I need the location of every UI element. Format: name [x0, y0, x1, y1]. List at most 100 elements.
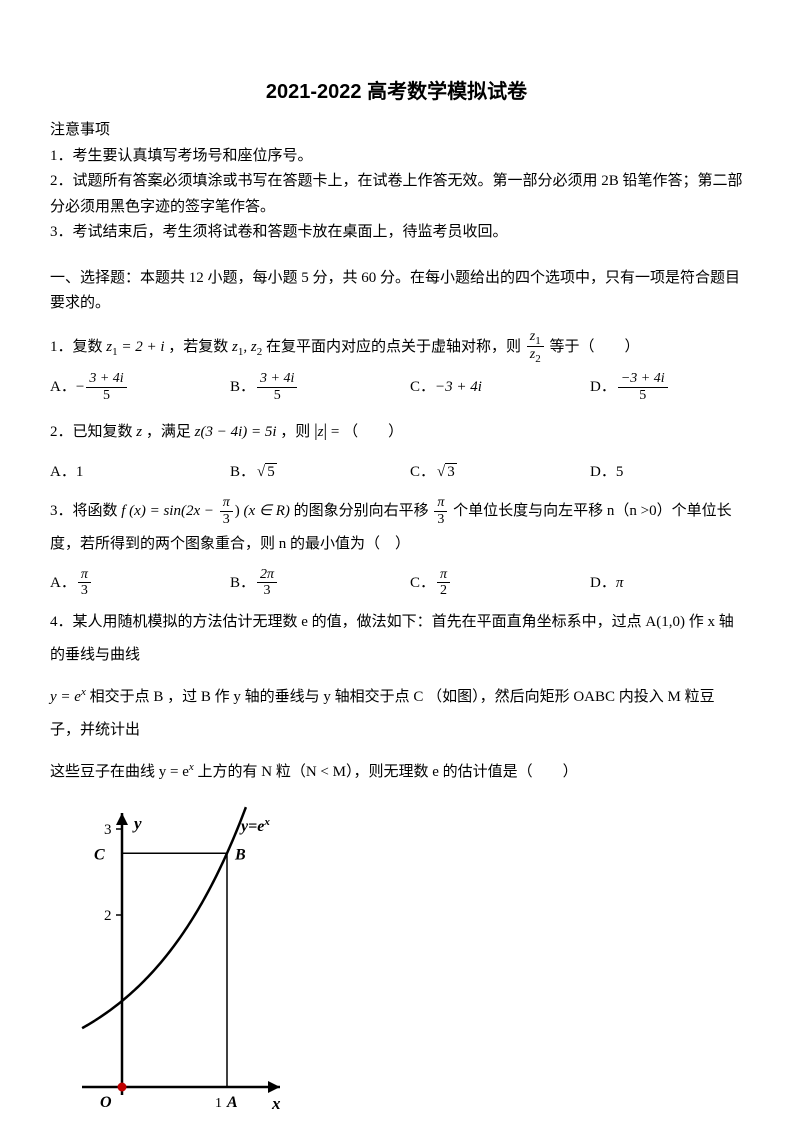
q4-t3a: 这些豆子在曲线 y = e: [50, 764, 189, 780]
q1-frac: z1z2: [527, 329, 544, 366]
q1-z1z2-s2: 2: [257, 345, 263, 357]
q2-b-label: B．: [230, 457, 255, 487]
q1-opt-b: B． 3 + 4i5: [230, 371, 410, 403]
q3-opt-b: B． 2π3: [230, 567, 410, 599]
q3-b-den: 3: [257, 583, 277, 598]
q3-fx-den: 3: [220, 512, 233, 527]
q1-b-num: 3 + 4i: [257, 371, 297, 387]
q2-d-val: 5: [616, 457, 624, 487]
q4-graph: 23O1ABCyxy=ex: [50, 803, 743, 1133]
q4-text1: 4．某人用随机模拟的方法估计无理数 e 的值，做法如下：首先在平面直角坐标系中，…: [50, 614, 734, 663]
q1-d-label: D．: [590, 372, 616, 402]
q4-t3as: x: [189, 761, 194, 773]
q2-b-sqrt: 5: [255, 457, 277, 487]
q3-a-den: 3: [78, 583, 91, 598]
q3-fx-frac: π3: [220, 495, 233, 527]
notice-2: 2．试题所有答案必须填涂或书写在答题卡上，在试卷上作答无效。第一部分必须用 2B…: [50, 169, 743, 220]
section-1-header: 一、选择题：本题共 12 小题，每小题 5 分，共 60 分。在每小题给出的四个…: [50, 266, 743, 317]
q3-c-label: C．: [410, 568, 435, 598]
q3-opt-a: A． π3: [50, 567, 230, 599]
q3-a-frac: π3: [78, 567, 91, 599]
notice-3: 3．考试结束后，考生须将试卷和答题卡放在桌面上，待监考员收回。: [50, 220, 743, 246]
page-title: 2021-2022 高考数学模拟试卷: [50, 75, 743, 104]
svg-text:B: B: [234, 847, 246, 864]
q1-options: A． − 3 + 4i5 B． 3 + 4i5 C． −3 + 4i D． −3…: [50, 371, 743, 403]
q1-d-frac: −3 + 4i5: [618, 371, 668, 403]
q1-opt-d: D． −3 + 4i5: [590, 371, 743, 403]
q4-t2b: 相交于点 B ，过 B 作 y 轴的垂线与 y 轴相交于点 C （如图），然后向…: [50, 689, 715, 738]
q3-fx-num: π: [220, 495, 233, 511]
q2-mid: ，满足: [146, 424, 195, 440]
q2-opt-c: C． 3: [410, 457, 590, 487]
q2-eq: z(3 − 4i) = 5i: [195, 424, 277, 440]
q2-c-sqrt: 3: [435, 457, 457, 487]
q1-d-den: 5: [618, 388, 668, 403]
notice-1: 1．考生要认真填写考场号和座位序号。: [50, 144, 743, 170]
svg-text:x: x: [271, 1094, 281, 1113]
q2-end: = （ ）: [331, 424, 403, 440]
svg-text:A: A: [226, 1094, 238, 1111]
notice-label: 注意事项: [50, 118, 743, 144]
q1-z1-val: = 2 + i: [121, 338, 164, 354]
q3-shift-frac: π3: [434, 495, 447, 527]
question-3: 3．将函数 f (x) = sin(2x − π3) (x ∈ R) 的图象分别…: [50, 495, 743, 561]
q3-shift-den: 3: [434, 512, 447, 527]
q2-options: A． 1 B． 5 C． 3 D． 5: [50, 457, 743, 487]
q3-c-frac: π2: [437, 567, 450, 599]
q1-mid2: 在复平面内对应的点关于虚轴对称，则: [266, 338, 525, 354]
q1-d-num: −3 + 4i: [618, 371, 668, 387]
q2-mid2: ，则: [280, 424, 314, 440]
q1-a-minus: −: [76, 372, 84, 402]
question-2: 2．已知复数 z ，满足 z(3 − 4i) = 5i ，则 |z| = （ ）: [50, 411, 743, 451]
q4-t2a: y = e: [50, 689, 81, 705]
q2-opt-a: A． 1: [50, 457, 230, 487]
q2-opt-d: D． 5: [590, 457, 743, 487]
q1-b-frac: 3 + 4i5: [257, 371, 297, 403]
q3-fx: f (x) = sin(2x −: [121, 503, 217, 519]
q2-a-label: A．: [50, 457, 76, 487]
q2-opt-b: B． 5: [230, 457, 410, 487]
q3-opt-c: C． π2: [410, 567, 590, 599]
q2-z: z: [136, 424, 142, 440]
q3-fx-close: ): [235, 503, 240, 519]
q3-c-den: 2: [437, 583, 450, 598]
q1-z1-sub: 1: [112, 345, 118, 357]
svg-text:y: y: [132, 814, 142, 833]
q3-b-num: 2π: [257, 567, 277, 583]
q3-prefix: 3．将函数: [50, 503, 121, 519]
q3-c-num: π: [437, 567, 450, 583]
q3-b-label: B．: [230, 568, 255, 598]
q3-domain: (x ∈ R): [244, 503, 290, 519]
q1-c-val: −3 + 4i: [435, 372, 482, 402]
q2-c-val: 3: [445, 463, 457, 480]
q2-abs-c: |: [324, 420, 328, 440]
q1-a-den: 5: [86, 388, 126, 403]
q1-b-label: B．: [230, 372, 255, 402]
q1-mid: ，若复数: [168, 338, 232, 354]
q3-shift-num: π: [434, 495, 447, 511]
q1-frac-num-s: 1: [535, 334, 541, 346]
q1-a-label: A．: [50, 372, 76, 402]
q3-a-num: π: [78, 567, 91, 583]
q2-c-label: C．: [410, 457, 435, 487]
q1-opt-a: A． − 3 + 4i5: [50, 371, 230, 403]
question-4-line1: 4．某人用随机模拟的方法估计无理数 e 的值，做法如下：首先在平面直角坐标系中，…: [50, 606, 743, 672]
q3-mid1: 的图象分别向右平移: [294, 503, 433, 519]
q4-t3b: 上方的有 N 粒（N < M），则无理数 e 的估计值是（ ）: [198, 764, 578, 780]
svg-text:C: C: [94, 847, 105, 864]
q1-opt-c: C． −3 + 4i: [410, 372, 590, 402]
q3-opt-d: D． π: [590, 568, 743, 598]
q4-t2as: x: [81, 686, 86, 698]
svg-text:O: O: [100, 1094, 112, 1111]
q2-d-label: D．: [590, 457, 616, 487]
q1-z1z2-c: , z: [243, 338, 256, 354]
graph-svg: 23O1ABCyxy=ex: [50, 803, 290, 1133]
question-1: 1．复数 z1 = 2 + i ，若复数 z1, z2 在复平面内对应的点关于虚…: [50, 329, 743, 366]
q2-prefix: 2．已知复数: [50, 424, 136, 440]
q1-a-frac: 3 + 4i5: [86, 371, 126, 403]
svg-text:3: 3: [104, 822, 112, 838]
q3-a-label: A．: [50, 568, 76, 598]
question-4-line3: 这些豆子在曲线 y = ex 上方的有 N 粒（N < M），则无理数 e 的估…: [50, 755, 743, 789]
q1-a-num: 3 + 4i: [86, 371, 126, 387]
svg-text:2: 2: [104, 908, 112, 924]
